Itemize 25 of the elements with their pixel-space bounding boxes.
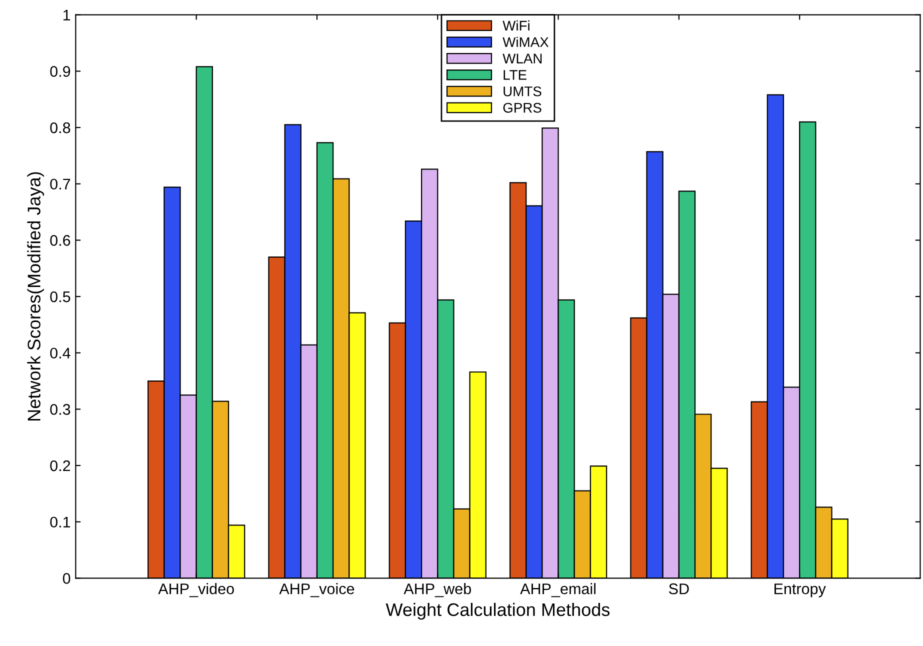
x-axis-title: Weight Calculation Methods	[386, 602, 610, 620]
legend-label: WLAN	[502, 54, 542, 64]
y-tick-label: 0.4	[50, 348, 70, 359]
legend-label: WiFi	[502, 20, 530, 30]
x-tick-label: AHP_video	[158, 583, 234, 598]
x-tick-label: SD	[669, 583, 689, 594]
y-tick-label: 1	[63, 10, 70, 20]
y-tick-label: 0.9	[50, 66, 70, 77]
y-tick-label: 0.5	[50, 291, 70, 302]
y-tick-label: 0.1	[50, 516, 70, 528]
x-tick-label: AHP_email	[520, 583, 596, 598]
y-tick-label: 0.3	[50, 404, 70, 415]
x-tick-label: AHP_voice	[279, 583, 354, 598]
legend-label: GPRS	[503, 102, 542, 113]
y-tick-label: 0	[62, 573, 70, 584]
x-tick-label: AHP_web	[404, 583, 471, 598]
y-tick-label: 0.2	[50, 460, 70, 472]
y-tick-label: 0.7	[50, 178, 70, 190]
y-axis-title: Network Scores(Modified Jaya)	[27, 172, 44, 420]
x-tick-label: Entropy	[774, 584, 826, 598]
y-tick-label: 0.8	[50, 122, 70, 134]
legend-label: UMTS	[504, 86, 542, 96]
y-tick-label: 0.6	[50, 235, 70, 246]
legend-label: WiMAX	[502, 36, 549, 47]
legend-label: LTE	[504, 70, 526, 80]
